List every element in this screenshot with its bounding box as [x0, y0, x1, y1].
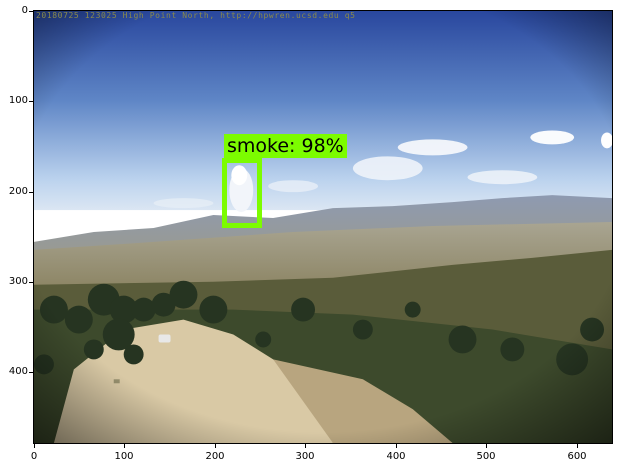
- smoke-detection-label: smoke: 98%: [224, 134, 347, 158]
- y-tick-label: 300: [8, 276, 28, 287]
- x-tick-label: 400: [386, 451, 406, 462]
- smoke-detection-box: [222, 158, 262, 228]
- x-tick-mark: [577, 444, 578, 448]
- x-tick-mark: [396, 444, 397, 448]
- x-tick-mark: [305, 444, 306, 448]
- image-axes: 20180725 123025 High Point North, http:/…: [33, 10, 613, 444]
- y-tick-mark: [29, 11, 33, 12]
- x-tick-mark: [486, 444, 487, 448]
- y-tick-label: 400: [8, 366, 28, 377]
- x-tick-label: 100: [114, 451, 134, 462]
- x-tick-label: 600: [567, 451, 587, 462]
- x-tick-mark: [34, 444, 35, 448]
- x-tick-mark: [215, 444, 216, 448]
- y-tick-mark: [29, 372, 33, 373]
- y-tick-label: 0: [21, 5, 28, 16]
- x-tick-label: 500: [476, 451, 496, 462]
- x-tick-label: 200: [205, 451, 225, 462]
- y-tick-mark: [29, 282, 33, 283]
- y-tick-mark: [29, 101, 33, 102]
- y-tick-mark: [29, 192, 33, 193]
- camera-image: [34, 11, 612, 443]
- x-tick-mark: [124, 444, 125, 448]
- camera-timestamp-overlay: 20180725 123025 High Point North, http:/…: [36, 11, 356, 20]
- x-tick-label: 0: [30, 451, 38, 462]
- x-tick-label: 300: [295, 451, 315, 462]
- y-tick-label: 100: [8, 95, 28, 106]
- y-tick-label: 200: [8, 186, 28, 197]
